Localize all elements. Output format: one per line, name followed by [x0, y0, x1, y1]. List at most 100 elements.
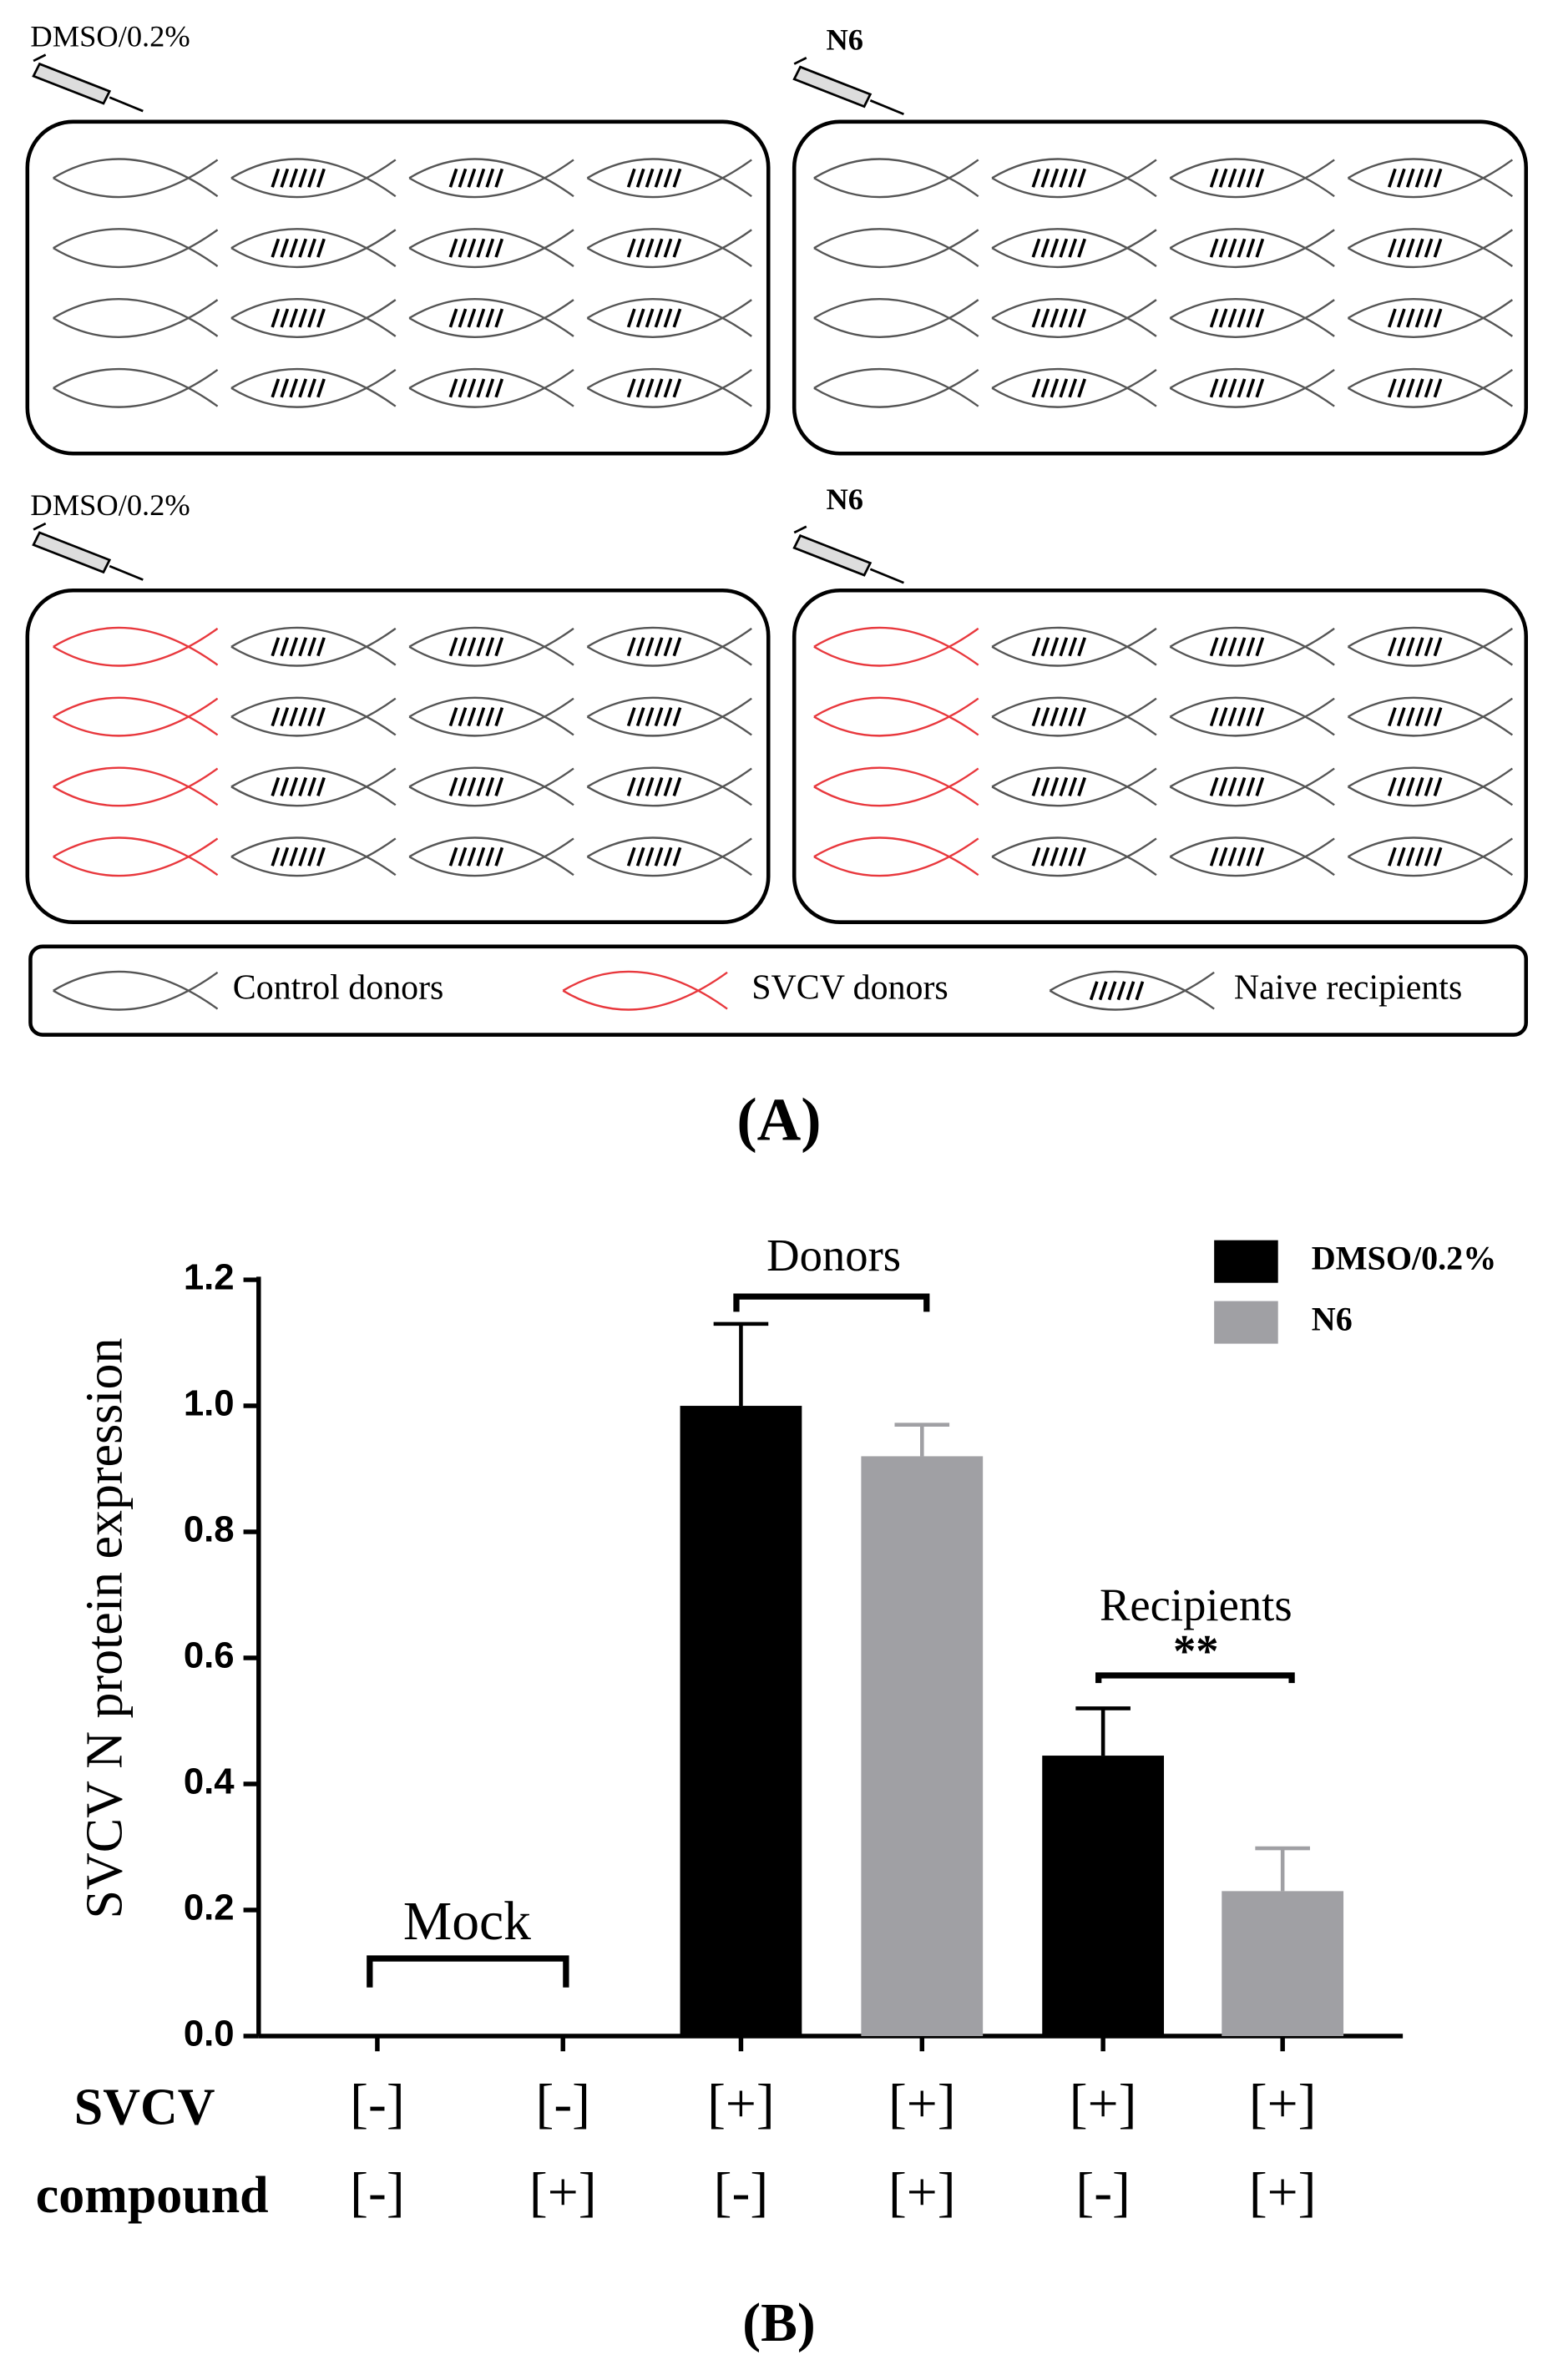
- fish-hatch: [1396, 776, 1406, 796]
- fish-hatch: [1031, 846, 1041, 867]
- fish-hatch: [289, 238, 299, 258]
- fish-hatch: [1246, 707, 1256, 727]
- fish-hatch: [1387, 308, 1397, 328]
- syringe: [32, 53, 144, 113]
- panel-label: N6: [826, 483, 863, 516]
- fish: [813, 298, 979, 338]
- fish-hatch: [1237, 776, 1247, 796]
- fish-hatch: [1424, 637, 1434, 657]
- fish: [53, 298, 219, 338]
- fish-hatch: [672, 308, 682, 328]
- fish-hatch: [448, 308, 458, 328]
- fish: [991, 367, 1157, 408]
- fish-hatch: [1227, 707, 1237, 727]
- fish-hatch: [1068, 846, 1078, 867]
- fish-hatch: [298, 378, 308, 398]
- fish-hatch: [476, 637, 486, 657]
- fish: [408, 626, 574, 667]
- x-tick-label: [+]: [1249, 2162, 1317, 2222]
- fish-hatch: [1414, 378, 1424, 398]
- fish-hatch: [1433, 378, 1443, 398]
- y-tick-label: 1.0: [184, 1383, 235, 1424]
- fish-hatch: [672, 846, 682, 867]
- fish-hatch: [1209, 308, 1219, 328]
- fish-hatch: [626, 168, 636, 188]
- fish-hatch: [1031, 308, 1041, 328]
- fish-hatch: [467, 637, 477, 657]
- bracket: [367, 1955, 569, 1988]
- fish-hatch: [271, 168, 281, 188]
- fish: [408, 696, 574, 737]
- fish: [53, 836, 219, 877]
- fish-hatch: [1218, 637, 1228, 657]
- fish-hatch: [626, 707, 636, 727]
- fish: [53, 367, 219, 408]
- fish-hatch: [1396, 238, 1406, 258]
- legend-swatch: [1214, 1301, 1278, 1344]
- fish-hatch: [1218, 378, 1228, 398]
- fish-hatch: [1246, 168, 1256, 188]
- fish-hatch: [289, 846, 299, 867]
- fish-hatch: [1040, 707, 1050, 727]
- syringe: [792, 57, 904, 115]
- fish-hatch: [635, 378, 645, 398]
- fish-hatch: [663, 168, 673, 188]
- fish-hatch: [1031, 238, 1041, 258]
- fish-hatch: [1050, 168, 1060, 188]
- fish-hatch: [1396, 168, 1406, 188]
- fish-hatch: [1255, 308, 1265, 328]
- fish: [991, 158, 1157, 199]
- fish: [586, 158, 752, 199]
- fish: [408, 367, 574, 408]
- fish: [562, 970, 728, 1011]
- row-label: compound: [36, 2167, 269, 2224]
- fish-hatch: [1031, 378, 1041, 398]
- fish-hatch: [1387, 776, 1397, 796]
- fish-hatch: [1237, 707, 1247, 727]
- fish: [813, 228, 979, 269]
- diagram: [25, 119, 1529, 1037]
- fish-hatch: [467, 707, 477, 727]
- fish: [408, 158, 574, 199]
- fish-hatch: [1050, 238, 1060, 258]
- fish-hatch: [280, 308, 290, 328]
- fish-hatch: [1227, 308, 1237, 328]
- annotation: Mock: [403, 1892, 531, 1952]
- fish-hatch: [1218, 168, 1228, 188]
- fish-hatch: [448, 707, 458, 727]
- fish-hatch: [1068, 707, 1078, 727]
- fish: [408, 836, 574, 877]
- fish: [1347, 228, 1514, 269]
- panel-box: [792, 119, 1529, 456]
- fish-hatch: [645, 637, 655, 657]
- fish-hatch: [307, 168, 316, 188]
- fish-hatch: [1255, 707, 1265, 727]
- fish-hatch: [1433, 168, 1443, 188]
- fish-hatch: [1068, 637, 1078, 657]
- fish: [1347, 766, 1514, 807]
- fish-hatch: [1424, 846, 1434, 867]
- fish-hatch: [1050, 637, 1060, 657]
- fish-hatch: [654, 238, 664, 258]
- fish: [408, 228, 574, 269]
- fish-hatch: [1059, 308, 1069, 328]
- fish-hatch: [1414, 238, 1424, 258]
- fish-hatch: [1031, 776, 1041, 796]
- fish-hatch: [1227, 637, 1237, 657]
- fish-hatch: [307, 707, 316, 727]
- fish-hatch: [271, 238, 281, 258]
- fish-hatch: [663, 378, 673, 398]
- fish-hatch: [1255, 168, 1265, 188]
- fish-hatch: [654, 308, 664, 328]
- fish-hatch: [280, 168, 290, 188]
- fish: [991, 298, 1157, 338]
- fish-hatch: [458, 637, 468, 657]
- fish: [230, 696, 397, 737]
- fish-hatch: [1116, 981, 1126, 1001]
- fish-hatch: [1405, 707, 1415, 727]
- fish-hatch: [1433, 308, 1443, 328]
- fish-hatch: [467, 846, 477, 867]
- fish-hatch: [467, 238, 477, 258]
- y-tick-label: 0.6: [184, 1635, 235, 1676]
